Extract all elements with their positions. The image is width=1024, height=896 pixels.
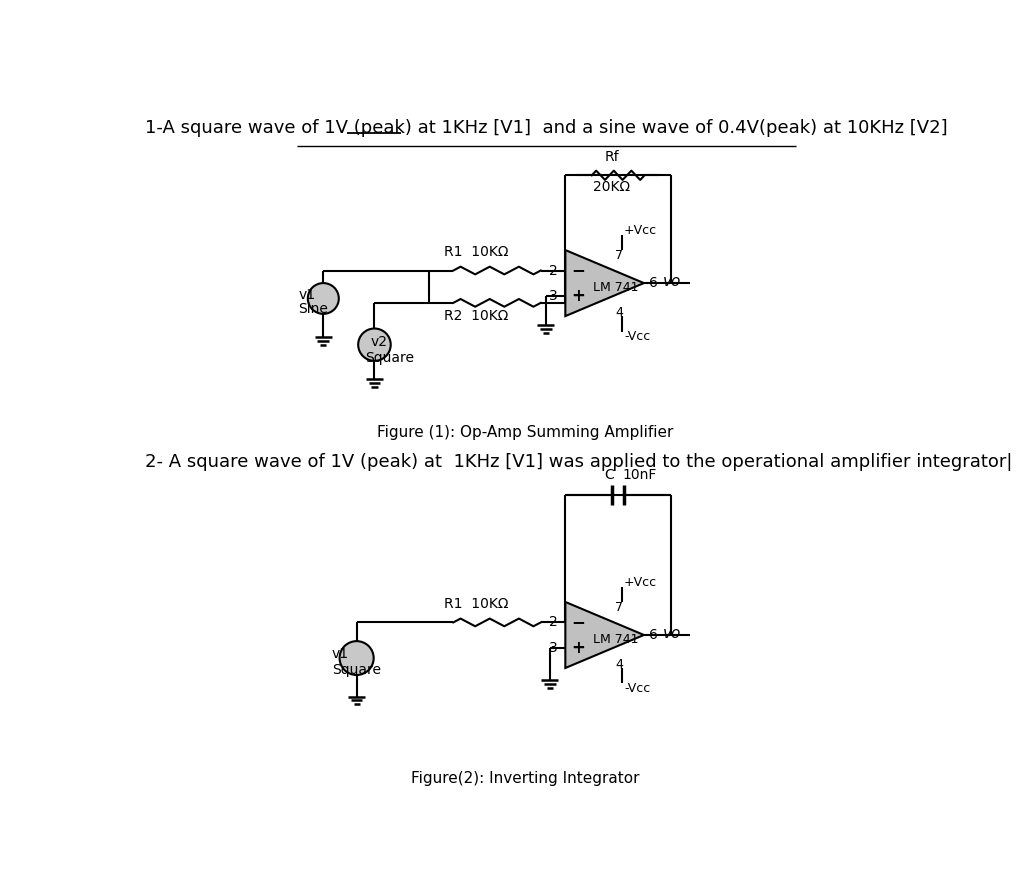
Polygon shape — [565, 250, 644, 316]
Text: R1  10KΩ: R1 10KΩ — [444, 245, 509, 259]
Text: +: + — [570, 287, 585, 305]
Text: 2- A square wave of 1V (peak) at  1KHz [V1] was applied to the operational ampli: 2- A square wave of 1V (peak) at 1KHz [V… — [145, 452, 1013, 470]
Text: v2: v2 — [371, 334, 387, 349]
Text: R2  10KΩ: R2 10KΩ — [444, 309, 509, 323]
Text: v1: v1 — [332, 647, 349, 661]
Text: −: − — [570, 262, 585, 280]
Text: 7: 7 — [615, 601, 624, 614]
Text: 2: 2 — [549, 263, 557, 278]
Text: Square: Square — [366, 350, 414, 365]
Circle shape — [340, 642, 374, 675]
Text: vo: vo — [663, 274, 681, 289]
Text: 3: 3 — [549, 641, 557, 654]
Text: 20KΩ: 20KΩ — [594, 180, 631, 194]
Text: Figure (1): Op-Amp Summing Amplifier: Figure (1): Op-Amp Summing Amplifier — [377, 425, 673, 440]
Text: LM 741: LM 741 — [593, 281, 639, 294]
Text: -Vcc: -Vcc — [624, 682, 650, 695]
Text: v1: v1 — [299, 288, 315, 302]
Text: vo: vo — [663, 626, 681, 641]
Text: C: C — [604, 469, 613, 482]
Text: +: + — [570, 639, 585, 657]
Text: 1-A square wave of 1V (peak) at 1KHz [V1]  and a sine wave of 0.4V(peak) at 10KH: 1-A square wave of 1V (peak) at 1KHz [V1… — [145, 119, 947, 137]
Text: 10nF: 10nF — [623, 469, 657, 482]
Text: Sine: Sine — [299, 302, 329, 316]
Circle shape — [358, 329, 391, 361]
Text: R1  10KΩ: R1 10KΩ — [444, 597, 509, 611]
Text: -Vcc: -Vcc — [624, 331, 650, 343]
Text: 6: 6 — [648, 276, 657, 290]
Polygon shape — [565, 602, 644, 668]
Text: 2: 2 — [549, 616, 557, 629]
Text: 3: 3 — [549, 289, 557, 303]
Text: Rf: Rf — [605, 150, 620, 164]
Text: 6: 6 — [648, 628, 657, 642]
Circle shape — [308, 283, 339, 314]
Text: Square: Square — [332, 663, 381, 676]
Text: 4: 4 — [615, 658, 624, 670]
Text: 4: 4 — [615, 306, 624, 319]
Text: 7: 7 — [615, 249, 624, 262]
Text: Figure(2): Inverting Integrator: Figure(2): Inverting Integrator — [411, 771, 639, 787]
Text: +Vcc: +Vcc — [624, 224, 657, 237]
Text: LM 741: LM 741 — [593, 633, 639, 646]
Text: −: − — [570, 614, 585, 632]
Text: +Vcc: +Vcc — [624, 576, 657, 590]
